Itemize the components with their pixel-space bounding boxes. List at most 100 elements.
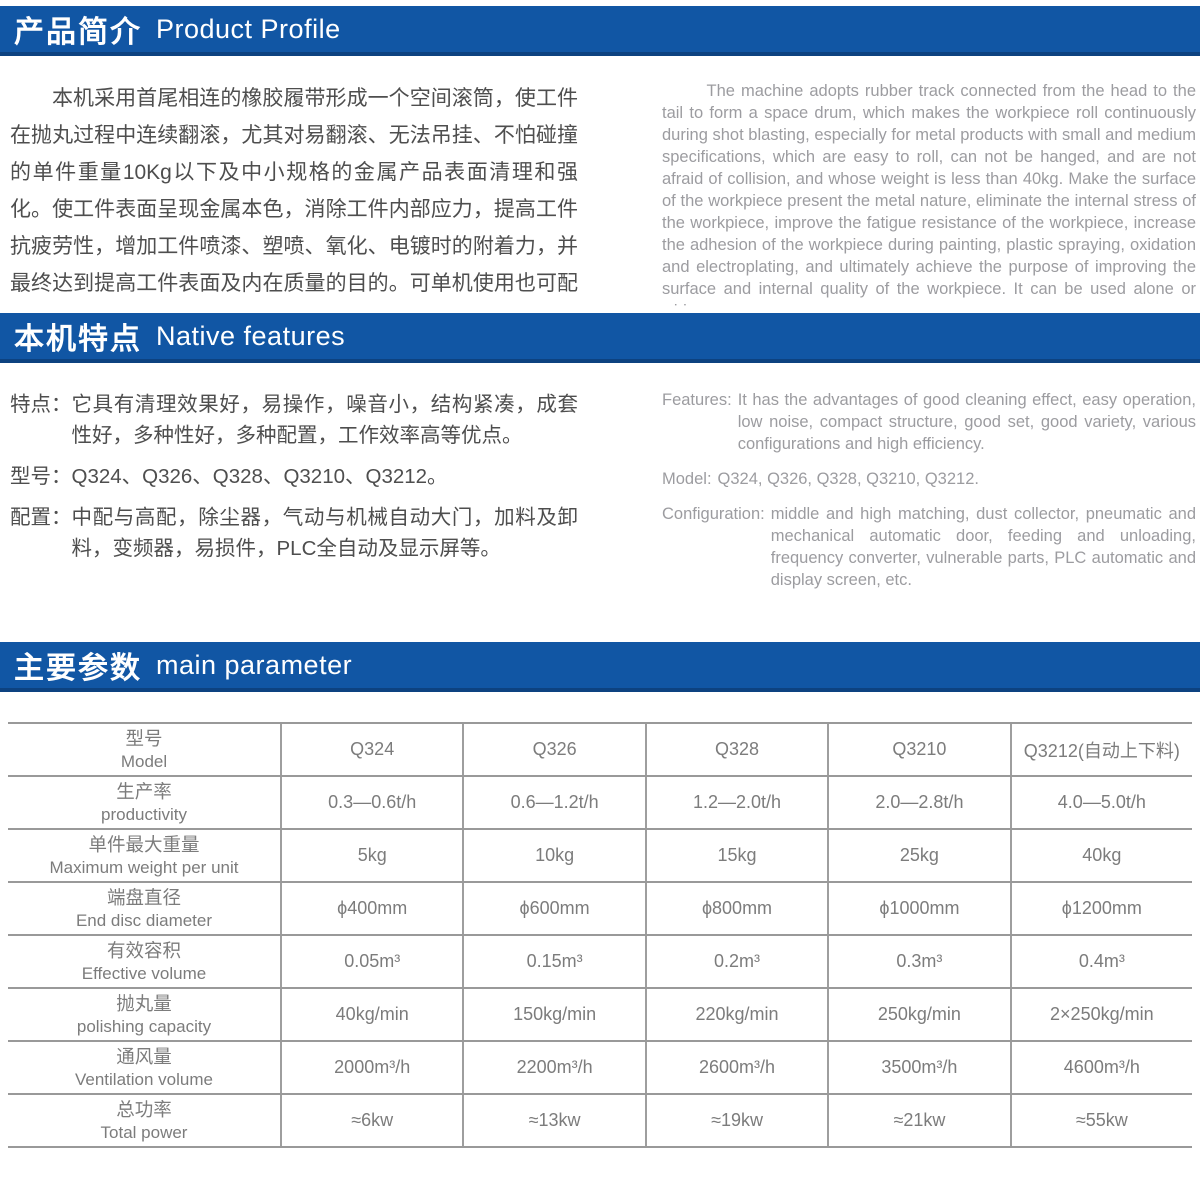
feature-text: Q324, Q326, Q328, Q3210, Q3212. bbox=[717, 470, 979, 488]
section-header-main-parameter: 主要参数 main parameter bbox=[0, 642, 1200, 692]
param-label-en: productivity bbox=[101, 805, 187, 824]
param-label-cell: 通风量 Ventilation volume bbox=[8, 1042, 280, 1093]
param-label-en: Maximum weight per unit bbox=[49, 858, 239, 877]
feature-label: Features: bbox=[662, 391, 732, 409]
product-profile-content: 本机采用首尾相连的橡胶履带形成一个空间滚筒，使工件在抛丸过程中连续翻滚，尤其对易… bbox=[0, 56, 1200, 307]
param-label-en: polishing capacity bbox=[76, 1017, 212, 1036]
table-row: 单件最大重量 Maximum weight per unit 5kg 10kg 15kg… bbox=[8, 830, 1192, 883]
param-value-cell: 2200m³/h bbox=[462, 1042, 644, 1093]
param-label-cell: 总功率 Total power bbox=[8, 1095, 280, 1146]
features-column-english: Features: It has the advantages of good … bbox=[662, 389, 1196, 642]
param-value-cell: 4.0—5.0t/h bbox=[1009, 777, 1192, 828]
param-value-cell: 3500m³/h bbox=[827, 1042, 1009, 1093]
param-value-cell: 220kg/min bbox=[644, 989, 827, 1040]
table-row: 生产率 productivity 0.3—0.6t/h 0.6—1.2t/h 1.2—2… bbox=[8, 777, 1192, 830]
param-value-cell: 0.2m³ bbox=[644, 936, 827, 987]
feature-label: 型号： bbox=[10, 465, 72, 488]
param-label-zh: 型号 bbox=[125, 728, 163, 749]
product-profile-title-en: Product Profile bbox=[156, 13, 341, 44]
feature-text: middle and high matching, dust collector… bbox=[770, 505, 1196, 589]
param-label-zh: 通风量 bbox=[116, 1046, 172, 1067]
profile-column-english: The machine adopts rubber track connecte… bbox=[662, 80, 1196, 307]
section-header-native-features: 本机特点 Native features bbox=[0, 313, 1200, 363]
parameters-table: 型号 Model Q324 Q326 Q328 Q3210 Q3212(自动上下料) 生产率 p… bbox=[8, 722, 1192, 1148]
param-label-en: Effective volume bbox=[81, 964, 207, 983]
param-label-cell: 型号 Model bbox=[8, 724, 280, 775]
param-label-cell: 端盘直径 End disc diameter bbox=[8, 883, 280, 934]
table-row: 总功率 Total power ≈6kw ≈13kw ≈19kw ≈21kw ≈55kw bbox=[8, 1095, 1192, 1148]
feature-label: Configuration: bbox=[662, 505, 765, 523]
param-label-zh: 生产率 bbox=[116, 781, 172, 802]
param-value-cell: 0.4m³ bbox=[1009, 936, 1192, 987]
param-value-cell: ϕ800mm bbox=[644, 883, 827, 934]
param-value-cell: 1.2—2.0t/h bbox=[644, 777, 827, 828]
param-value-cell: ≈19kw bbox=[644, 1095, 827, 1146]
profile-paragraph-zh: 本机采用首尾相连的橡胶履带形成一个空间滚筒，使工件在抛丸过程中连续翻滚，尤其对易… bbox=[10, 87, 578, 295]
feature-item-en: Model: Q324, Q326, Q328, Q3210, Q3212. bbox=[662, 468, 1196, 490]
param-value-cell: ϕ1000mm bbox=[827, 883, 1009, 934]
table-row: 型号 Model Q324 Q326 Q328 Q3210 Q3212(自动上下料) bbox=[8, 724, 1192, 777]
param-value-cell: 2.0—2.8t/h bbox=[827, 777, 1009, 828]
param-label-zh: 单件最大重量 bbox=[88, 834, 200, 855]
param-label-cell: 抛丸量 polishing capacity bbox=[8, 989, 280, 1040]
profile-paragraph-en: The machine adopts rubber track connecte… bbox=[662, 82, 1196, 307]
param-label-en: End disc diameter bbox=[75, 911, 213, 930]
param-value-cell: 2600m³/h bbox=[644, 1042, 827, 1093]
param-label-cell: 有效容积 Effective volume bbox=[8, 936, 280, 987]
param-value-cell: 0.3—0.6t/h bbox=[280, 777, 462, 828]
native-features-content: 特点： 它具有清理效果好，易操作，噪音小，结构紧凑，成套性好，多种性好，多种配置… bbox=[0, 363, 1200, 642]
param-value-cell: ≈13kw bbox=[462, 1095, 644, 1146]
param-value-cell: 0.15m³ bbox=[462, 936, 644, 987]
param-label-zh: 总功率 bbox=[116, 1099, 172, 1120]
main-parameter-title-en: main parameter bbox=[156, 649, 353, 680]
native-features-title-en: Native features bbox=[156, 320, 346, 351]
table-row: 抛丸量 polishing capacity 40kg/min 150kg/min 22… bbox=[8, 989, 1192, 1042]
param-value-cell: ≈6kw bbox=[280, 1095, 462, 1146]
param-label-en: Total power bbox=[100, 1123, 188, 1142]
feature-text: Q324、Q326、Q328、Q3210、Q3212。 bbox=[71, 465, 448, 488]
param-label-zh: 抛丸量 bbox=[116, 993, 172, 1014]
param-value-cell: ϕ600mm bbox=[462, 883, 644, 934]
feature-item-zh: 配置： 中配与高配，除尘器，气动与机械自动大门，加料及卸料，变频器，易损件，PL… bbox=[10, 502, 578, 564]
param-value-cell: 25kg bbox=[827, 830, 1009, 881]
param-label-en: Model bbox=[120, 752, 168, 771]
product-profile-title-zh: 产品简介 bbox=[14, 16, 142, 49]
param-label-cell: 单件最大重量 Maximum weight per unit bbox=[8, 830, 280, 881]
param-label-zh: 有效容积 bbox=[106, 940, 181, 961]
feature-item-en: Features: It has the advantages of good … bbox=[662, 389, 1196, 455]
feature-text: 中配与高配，除尘器，气动与机械自动大门，加料及卸料，变频器，易损件，PLC全自动… bbox=[71, 506, 579, 560]
feature-text: 它具有清理效果好，易操作，噪音小，结构紧凑，成套性好，多种性好，多种配置，工作效… bbox=[71, 393, 579, 447]
param-value-cell: 5kg bbox=[280, 830, 462, 881]
feature-label: 特点： bbox=[10, 393, 72, 416]
feature-item-zh: 特点： 它具有清理效果好，易操作，噪音小，结构紧凑，成套性好，多种性好，多种配置… bbox=[10, 389, 578, 451]
param-value-cell: ≈21kw bbox=[827, 1095, 1009, 1146]
feature-text: It has the advantages of good cleaning e… bbox=[737, 391, 1196, 453]
param-value-cell: ϕ1200mm bbox=[1009, 883, 1192, 934]
param-value-cell: Q324 bbox=[280, 724, 462, 775]
native-features-title-zh: 本机特点 bbox=[14, 323, 142, 356]
table-row: 通风量 Ventilation volume 2000m³/h 2200m³/h 260… bbox=[8, 1042, 1192, 1095]
param-value-cell: ϕ400mm bbox=[280, 883, 462, 934]
section-header-product-profile: 产品简介 Product Profile bbox=[0, 6, 1200, 56]
table-row: 端盘直径 End disc diameter ϕ400mm ϕ600mm ϕ800mm ϕ… bbox=[8, 883, 1192, 936]
param-value-cell: Q326 bbox=[462, 724, 644, 775]
param-value-cell: 2×250kg/min bbox=[1009, 989, 1192, 1040]
feature-label: Model: bbox=[662, 470, 712, 488]
param-label-zh: 端盘直径 bbox=[106, 887, 181, 908]
param-value-cell: 4600m³/h bbox=[1009, 1042, 1192, 1093]
feature-item-zh: 型号： Q324、Q326、Q328、Q3210、Q3212。 bbox=[10, 461, 578, 492]
features-column-chinese: 特点： 它具有清理效果好，易操作，噪音小，结构紧凑，成套性好，多种性好，多种配置… bbox=[10, 389, 578, 642]
main-parameter-title-zh: 主要参数 bbox=[14, 652, 142, 685]
param-label-en: Ventilation volume bbox=[75, 1070, 213, 1089]
param-value-cell: 0.3m³ bbox=[827, 936, 1009, 987]
param-value-cell: Q328 bbox=[644, 724, 827, 775]
param-value-cell: ≈55kw bbox=[1009, 1095, 1192, 1146]
param-value-cell: 0.6—1.2t/h bbox=[462, 777, 644, 828]
table-row: 有效容积 Effective volume 0.05m³ 0.15m³ 0.2m³ 0.3… bbox=[8, 936, 1192, 989]
param-value-cell: Q3210 bbox=[827, 724, 1009, 775]
feature-item-en: Configuration: middle and high matching,… bbox=[662, 503, 1196, 591]
param-value-cell: Q3212(自动上下料) bbox=[1009, 724, 1192, 775]
param-label-cell: 生产率 productivity bbox=[8, 777, 280, 828]
param-value-cell: 2000m³/h bbox=[280, 1042, 462, 1093]
profile-column-chinese: 本机采用首尾相连的橡胶履带形成一个空间滚筒，使工件在抛丸过程中连续翻滚，尤其对易… bbox=[10, 80, 578, 307]
